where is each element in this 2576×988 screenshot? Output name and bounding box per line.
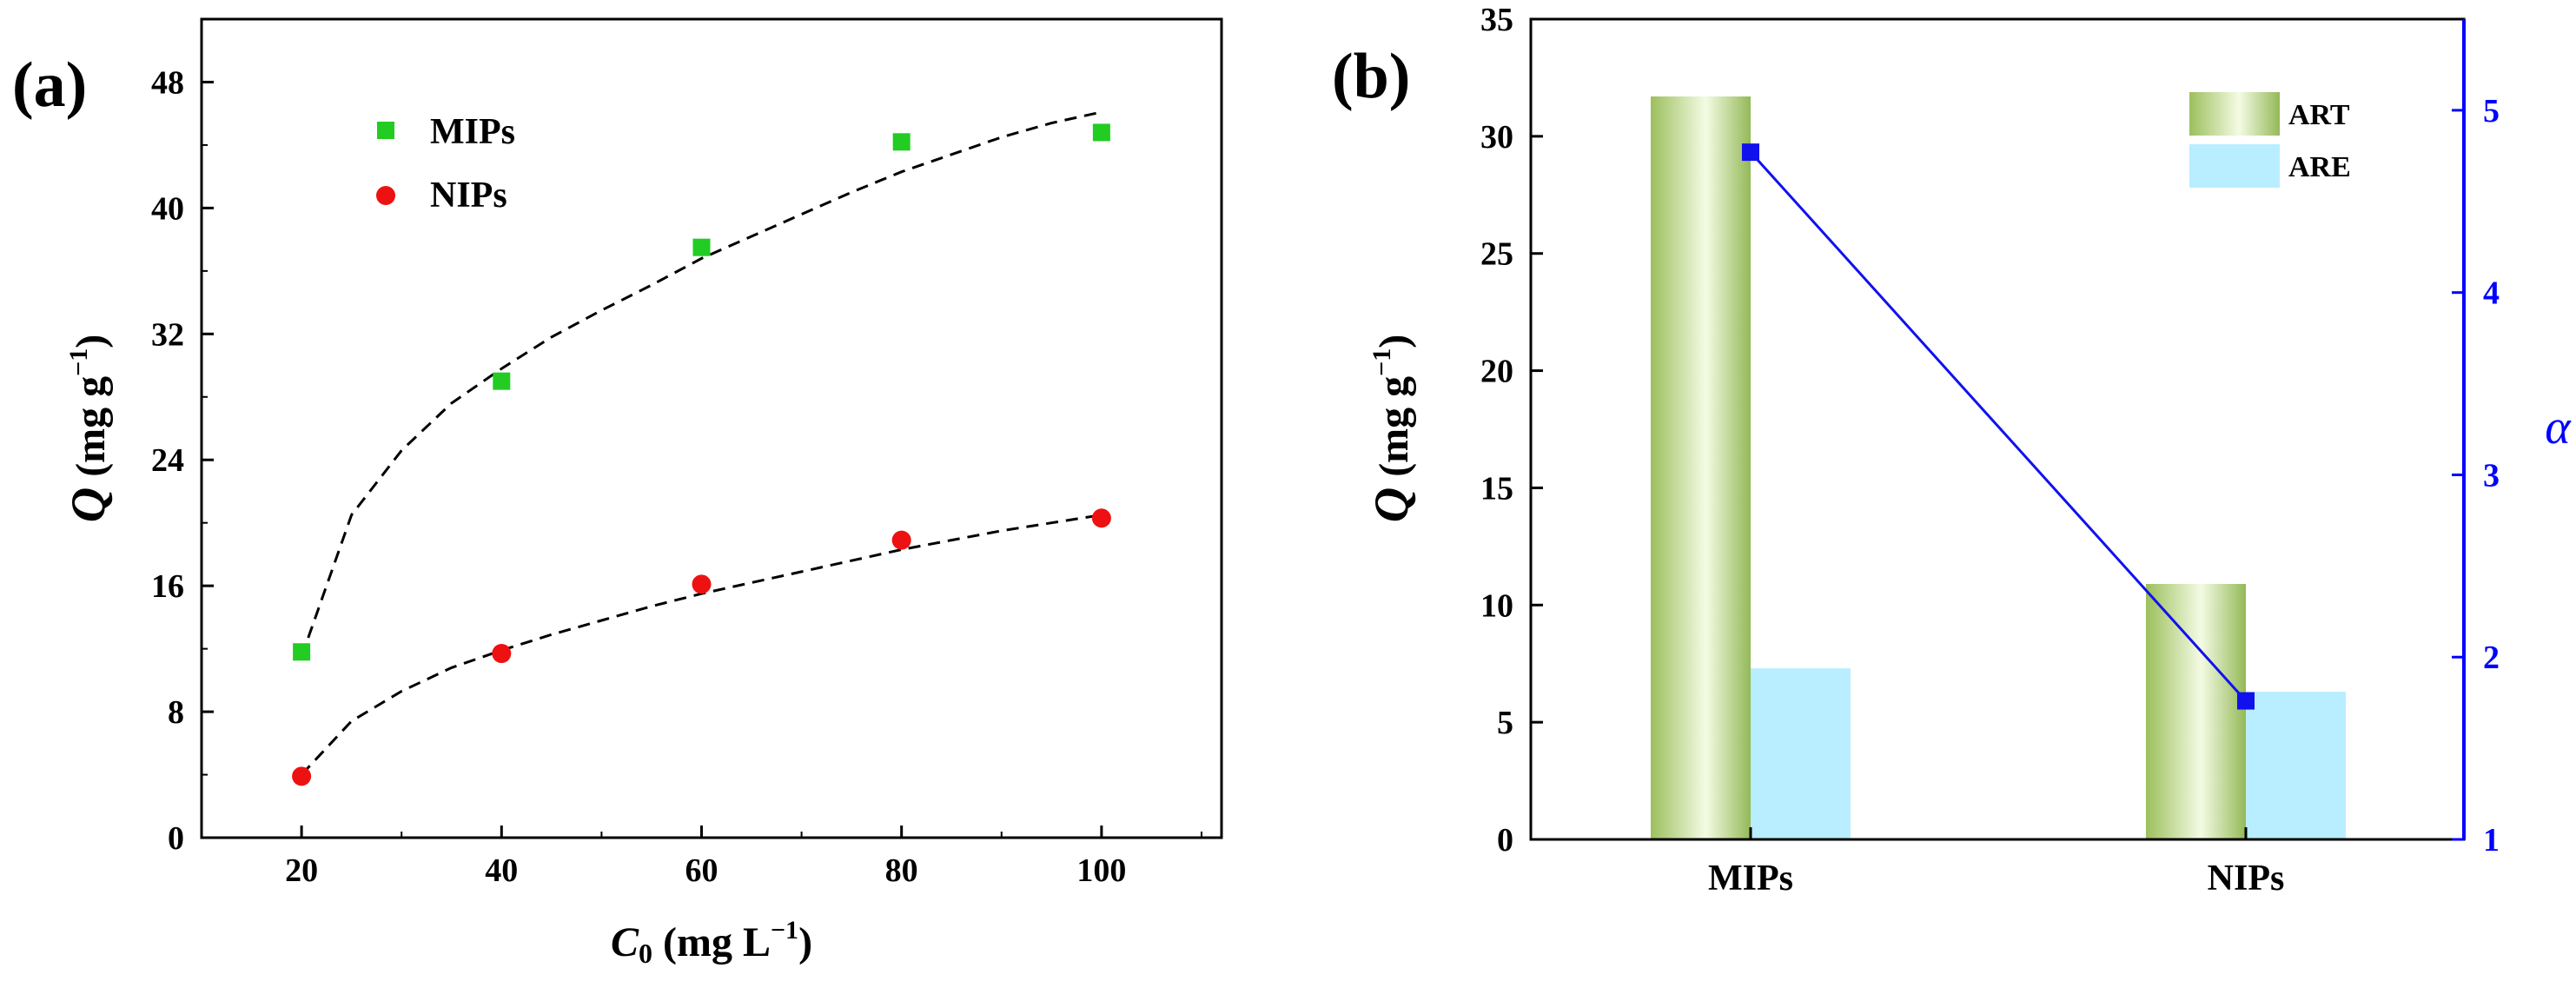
panel-a-x-axis: 20 40 60 80 100 [201, 826, 1202, 889]
left-y-tick-label: 0 [1497, 822, 1513, 859]
legend-marker-nips [376, 186, 395, 205]
bar-art-mips [1651, 96, 1751, 839]
legend-label-nips: NIPs [430, 176, 507, 216]
b-y-title-close: ) [1371, 335, 1417, 348]
left-y-tick-label: 5 [1497, 705, 1513, 741]
bar-are-mips [1751, 668, 1851, 839]
right-y-tick-label: 5 [2483, 93, 2500, 129]
panel-a-data-points [292, 123, 1111, 786]
legend-label-mips: MIPs [430, 112, 515, 152]
panel-a-legend: MIPs NIPs [376, 112, 515, 216]
y-title-close: ) [68, 335, 114, 348]
x-title-close: ) [798, 919, 812, 965]
y-tick-label: 32 [151, 316, 184, 353]
x-tick-label: 100 [1076, 852, 1126, 889]
y-tick-label: 24 [151, 442, 184, 479]
right-y-tick-label: 1 [2483, 822, 2500, 859]
data-point-nips [292, 766, 312, 786]
left-y-tick-label: 15 [1480, 470, 1513, 507]
category-label-mips: MIPs [1708, 859, 1793, 898]
left-y-tick-label: 20 [1480, 354, 1513, 390]
panel-b-right-axis: 1 2 3 4 5 [2452, 93, 2500, 859]
y-title-unit: (mg g [68, 376, 114, 487]
panel-b-legend: ART ARE [2189, 92, 2351, 188]
y-title-symbol: Q [62, 487, 116, 522]
panel-b-y-axis-title: Q (mg g−1) [1365, 335, 1419, 523]
data-point-nips [492, 644, 512, 664]
alpha-point-nips [2237, 692, 2255, 710]
left-y-tick-label: 10 [1480, 587, 1513, 624]
b-y-title-exponent: −1 [1367, 348, 1396, 376]
panel-b-label: (b) [1332, 41, 1410, 112]
panel-a-y-axis: 0 8 16 24 32 40 48 [151, 64, 214, 857]
x-title-unit: (mg L [652, 919, 771, 965]
panel-a-adsorption-isotherm: (a) 20 40 60 80 100 0 8 16 24 32 40 48 MIPs NIPs C… [12, 17, 1223, 969]
data-point-mips [493, 372, 511, 390]
legend-marker-mips [377, 122, 394, 139]
panel-b-x-axis: MIPs NIPs [1708, 827, 2284, 898]
panel-a-label: (a) [12, 50, 87, 121]
fit-curve-nips [301, 514, 1103, 776]
y-tick-label: 48 [151, 64, 184, 101]
b-y-title-unit: (mg g [1371, 376, 1417, 487]
left-y-tick-label: 30 [1480, 119, 1513, 156]
x-title-subscript: 0 [639, 938, 652, 969]
legend-label-are: ARE [2288, 151, 2351, 183]
panel-a-fit-curves [300, 110, 1103, 776]
panel-b-alpha-line [1742, 143, 2255, 710]
b-y-title-symbol: Q [1365, 487, 1419, 522]
panel-a-y-axis-title: Q (mg g−1) [62, 335, 116, 523]
y-title-exponent: −1 [64, 348, 93, 376]
panel-b-selectivity: (b) 0 5 10 15 20 25 30 35 1 2 3 4 5 MIPs NIPs ART AR… [1332, 2, 2572, 898]
x-tick-label: 20 [285, 852, 318, 889]
data-point-mips [692, 238, 711, 256]
category-label-nips: NIPs [2208, 859, 2285, 898]
data-point-nips [692, 574, 712, 594]
data-point-nips [891, 530, 911, 550]
right-y-tick-label: 3 [2483, 457, 2500, 494]
legend-swatch-are [2189, 144, 2280, 188]
data-point-nips [1091, 508, 1111, 528]
legend-swatch-art [2189, 92, 2280, 136]
panel-b-right-axis-title: α [2545, 401, 2572, 454]
right-y-tick-label: 4 [2483, 275, 2500, 312]
data-point-mips [892, 133, 911, 151]
x-tick-label: 40 [485, 852, 518, 889]
panel-a-x-axis-title: C0 (mg L−1) [611, 916, 812, 969]
x-tick-label: 60 [685, 852, 718, 889]
y-tick-label: 0 [168, 820, 184, 857]
right-y-tick-label: 2 [2483, 640, 2500, 676]
panel-b-bars [1651, 96, 2346, 839]
y-tick-label: 8 [168, 694, 184, 731]
data-point-mips [1092, 123, 1110, 142]
alpha-connecting-line [1749, 151, 2248, 702]
bar-art-nips [2146, 584, 2246, 839]
fit-curve-mips [300, 110, 1103, 658]
panel-b-left-axis: 0 5 10 15 20 25 30 35 [1480, 2, 1543, 859]
alpha-point-mips [1742, 143, 1759, 162]
y-tick-label: 40 [151, 190, 184, 227]
panel-a-plot-frame [200, 17, 1223, 839]
y-tick-label: 16 [151, 568, 184, 605]
left-y-tick-label: 25 [1480, 236, 1513, 273]
left-y-tick-label: 35 [1480, 2, 1513, 38]
bar-are-nips [2246, 692, 2346, 839]
data-point-mips [293, 643, 311, 661]
x-tick-label: 80 [885, 852, 918, 889]
legend-label-art: ART [2288, 99, 2350, 131]
x-title-exponent: −1 [771, 916, 798, 945]
x-title-symbol: C [611, 919, 639, 965]
